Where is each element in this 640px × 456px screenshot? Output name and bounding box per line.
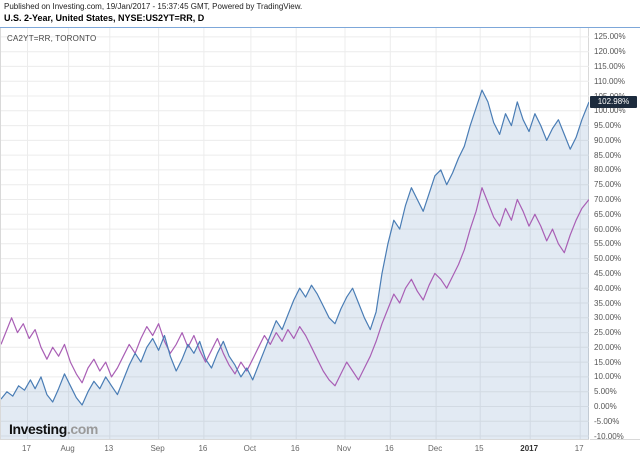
- price-axis-tick: 25.00%: [594, 328, 622, 338]
- price-axis-tick: 80.00%: [594, 165, 622, 175]
- price-axis-tick: 90.00%: [594, 135, 622, 145]
- time-axis-tick: Aug: [60, 444, 75, 453]
- price-axis-tick: 85.00%: [594, 150, 622, 160]
- time-axis-tick: Oct: [243, 444, 257, 453]
- price-axis-tick: 95.00%: [594, 121, 622, 131]
- logo-tld-text: .com: [66, 421, 98, 437]
- price-axis-tick: 55.00%: [594, 239, 622, 249]
- compare-symbol-label: CA2YT=RR, TORONTO: [7, 34, 97, 43]
- price-axis-tick: 35.00%: [594, 298, 622, 308]
- price-axis-tick: 75.00%: [594, 180, 622, 190]
- price-axis-tick: -5.00%: [594, 416, 620, 426]
- last-price-badge: 102.98%: [590, 96, 637, 108]
- time-axis-tick: 17: [574, 444, 584, 453]
- price-axis-tick: 70.00%: [594, 195, 622, 204]
- price-axis-tick: 5.00%: [594, 387, 617, 397]
- symbol-title: U.S. 2-Year, United States, NYSE:US2YT=R…: [4, 13, 205, 23]
- logo-brand-text: Investing: [9, 421, 67, 437]
- time-axis-tick: 13: [104, 444, 114, 453]
- price-axis-tick: 20.00%: [594, 342, 622, 352]
- price-axis-tick: 125.00%: [594, 32, 626, 42]
- header-divider: [0, 27, 640, 28]
- price-axis-tick: 0.00%: [594, 402, 617, 411]
- price-axis-tick: 15.00%: [594, 357, 622, 367]
- published-info: Published on Investing.com, 19/Jan/2017 …: [4, 2, 303, 11]
- time-axis-tick: 16: [384, 444, 394, 453]
- price-axis[interactable]: 102.98% 125.00%120.00%115.00%110.00%105.…: [590, 28, 640, 441]
- time-axis[interactable]: 17 Aug 13 Sep 16 Oct 16 Nov 16 Dec 15 2017 17: [0, 440, 589, 456]
- time-axis-tick: Nov: [336, 444, 352, 453]
- price-axis-tick: 120.00%: [594, 47, 626, 57]
- time-axis-tick: 16: [198, 444, 208, 453]
- investing-logo: Investing.com: [9, 422, 98, 436]
- price-axis-tick: 115.00%: [594, 61, 625, 71]
- price-axis-tick: 10.00%: [594, 372, 622, 382]
- time-axis-tick: 2017: [520, 444, 539, 453]
- price-axis-tick: 100.00%: [594, 106, 626, 116]
- price-axis-tick: 30.00%: [594, 313, 622, 323]
- price-axis-tick: 110.00%: [594, 76, 625, 86]
- time-axis-tick: 17: [22, 444, 31, 453]
- price-axis-tick: 60.00%: [594, 224, 622, 234]
- price-axis-tick: 65.00%: [594, 209, 622, 219]
- time-axis-tick: Dec: [427, 444, 443, 453]
- price-axis-tick: 40.00%: [594, 283, 622, 293]
- price-axis-tick: -10.00%: [594, 431, 624, 441]
- time-axis-tick: Sep: [150, 444, 165, 453]
- chart-area: CA2YT=RR, TORONTO Investing.com 102.98% …: [0, 28, 640, 456]
- plot-canvas[interactable]: CA2YT=RR, TORONTO Investing.com: [0, 28, 589, 440]
- price-axis-tick: 45.00%: [594, 268, 622, 278]
- price-axis-tick: 50.00%: [594, 254, 622, 264]
- price-series-svg: [1, 28, 589, 439]
- time-axis-tick: 16: [290, 444, 300, 453]
- time-axis-tick: 15: [474, 444, 484, 453]
